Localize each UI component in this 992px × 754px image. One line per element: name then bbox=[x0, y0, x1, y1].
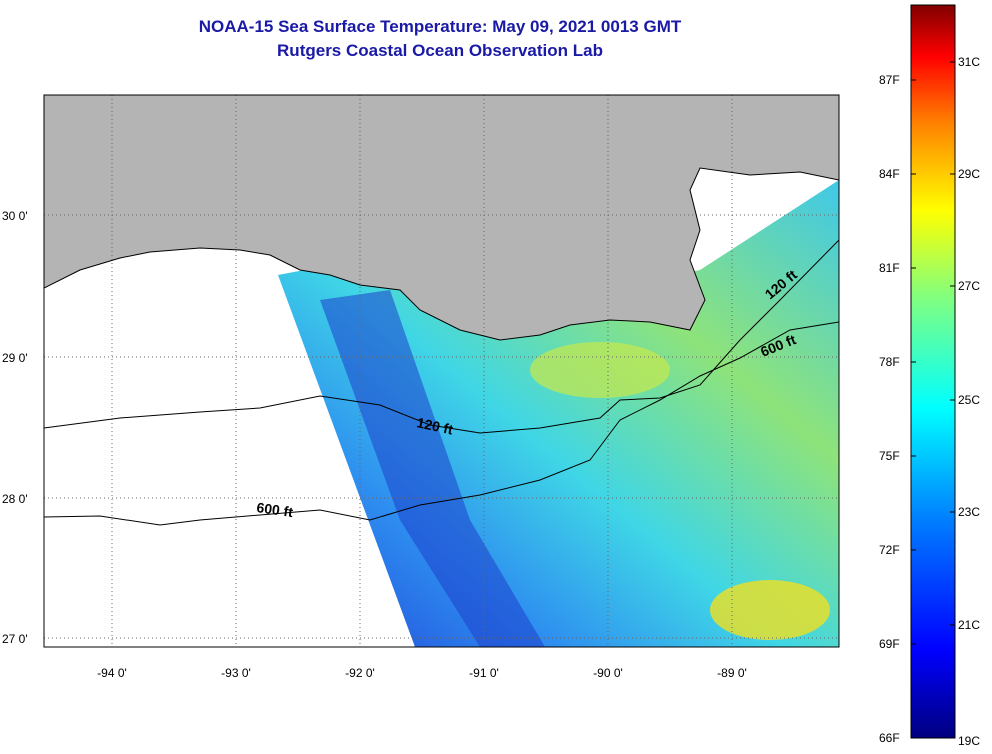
colorbar-c-label: 27C bbox=[958, 279, 980, 293]
colorbar-f-label: 66F bbox=[879, 731, 900, 745]
colorbar-c-label: 21C bbox=[958, 618, 980, 632]
colorbar-f-label: 72F bbox=[879, 543, 900, 557]
colorbar-c-label: 31C bbox=[958, 55, 980, 69]
map-subtitle: Rutgers Coastal Ocean Observation Lab bbox=[277, 41, 603, 60]
lon-label: -93 0' bbox=[221, 666, 251, 680]
cool-band bbox=[320, 290, 545, 647]
land-mass bbox=[44, 95, 839, 340]
lon-label: -90 0' bbox=[593, 666, 623, 680]
colorbar-c-label: 25C bbox=[958, 393, 980, 407]
colorbar-c-label: 29C bbox=[958, 167, 980, 181]
lon-label: -91 0' bbox=[469, 666, 499, 680]
colorbar-f-label: 81F bbox=[879, 261, 900, 275]
colorbar-f-label: 78F bbox=[879, 355, 900, 369]
warm-patch bbox=[530, 342, 670, 398]
graticule bbox=[44, 95, 839, 647]
warm-patch bbox=[710, 580, 830, 640]
colorbar-c-label: 23C bbox=[958, 505, 980, 519]
contour-label: 120 ft bbox=[415, 414, 454, 437]
colorbar bbox=[910, 4, 956, 739]
colorbar-f-label: 75F bbox=[879, 449, 900, 463]
colorbar-f-label: 69F bbox=[879, 637, 900, 651]
colorbar-ticks bbox=[911, 61, 955, 645]
lat-label: 28 0' bbox=[2, 492, 28, 506]
contour-120ft bbox=[44, 239, 839, 434]
lat-label: 27 0' bbox=[2, 632, 28, 646]
lat-label: 30 0' bbox=[2, 209, 28, 223]
coastline bbox=[44, 167, 839, 341]
lat-label: 29 0' bbox=[2, 351, 28, 365]
lon-label: -92 0' bbox=[345, 666, 375, 680]
contour-label: 600 ft bbox=[256, 499, 295, 520]
lon-label: -94 0' bbox=[97, 666, 127, 680]
lon-label: -89 0' bbox=[717, 666, 747, 680]
map-title: NOAA-15 Sea Surface Temperature: May 09,… bbox=[198, 17, 682, 36]
plot-frame bbox=[43, 94, 840, 648]
colorbar-f-label: 87F bbox=[879, 73, 900, 87]
contour-600ft bbox=[44, 321, 839, 526]
colorbar-f-label: 84F bbox=[879, 167, 900, 181]
colorbar-c-label: 19C bbox=[958, 734, 980, 748]
